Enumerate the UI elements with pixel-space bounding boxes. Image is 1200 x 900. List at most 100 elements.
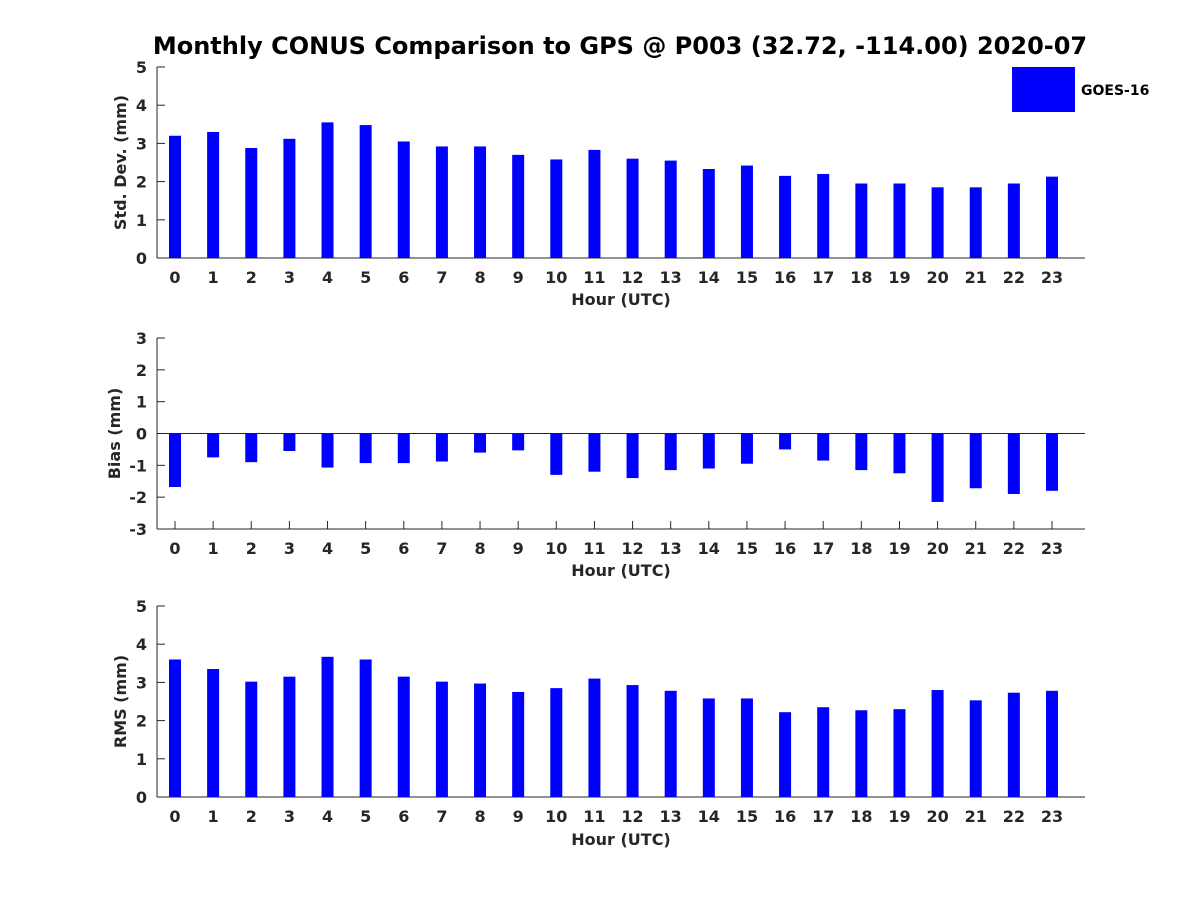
bar [1007, 433, 1020, 494]
x-tick-label: 12 [621, 539, 643, 558]
bar [1045, 433, 1058, 491]
y-tick-label: 0 [136, 249, 147, 268]
bar [550, 433, 563, 475]
x-tick-label: 2 [246, 268, 257, 287]
y-tick-label: 0 [136, 788, 147, 807]
bar [169, 135, 181, 258]
x-tick-label: 0 [169, 807, 180, 826]
bar [664, 690, 677, 797]
x-tick-label: 5 [360, 807, 371, 826]
bar [435, 146, 448, 258]
bar [817, 173, 830, 258]
bar [740, 165, 753, 258]
y-tick-label: -3 [129, 520, 147, 539]
x-tick-label: 5 [360, 539, 371, 558]
x-tick-label: 22 [1003, 539, 1025, 558]
x-tick-label: 15 [736, 539, 758, 558]
bar [359, 433, 372, 464]
x-tick-label: 8 [474, 807, 485, 826]
bar [359, 125, 372, 259]
x-tick-label: 4 [322, 539, 333, 558]
x-tick-label: 16 [774, 268, 796, 287]
x-axis-label: Hour (UTC) [571, 290, 671, 309]
bar [664, 433, 677, 471]
x-tick-label: 10 [545, 539, 567, 558]
bar [321, 433, 334, 468]
bar [1007, 692, 1020, 797]
x-axis-label: Hour (UTC) [571, 830, 671, 849]
bar [931, 433, 944, 502]
x-tick-label: 8 [474, 539, 485, 558]
bar [550, 159, 563, 258]
bar [588, 149, 601, 258]
y-axis-label: Std. Dev. (mm) [111, 95, 130, 230]
x-tick-label: 16 [774, 807, 796, 826]
x-tick-label: 17 [812, 268, 834, 287]
x-tick-label: 3 [284, 807, 295, 826]
x-tick-label: 1 [208, 807, 219, 826]
bar [245, 681, 258, 797]
bar [474, 683, 487, 797]
x-tick-label: 17 [812, 539, 834, 558]
x-tick-label: 11 [583, 539, 605, 558]
x-tick-label: 22 [1003, 807, 1025, 826]
bar [245, 433, 258, 463]
bar [588, 433, 601, 472]
x-tick-label: 18 [850, 807, 872, 826]
x-tick-label: 2 [246, 807, 257, 826]
x-tick-label: 8 [474, 268, 485, 287]
bar [702, 433, 715, 469]
bar [169, 433, 181, 487]
x-tick-label: 13 [660, 268, 682, 287]
x-tick-label: 7 [436, 807, 447, 826]
bar [512, 433, 525, 451]
bar [779, 175, 792, 258]
bar [969, 187, 982, 258]
x-tick-label: 7 [436, 539, 447, 558]
bar [588, 678, 601, 797]
bar [397, 676, 410, 797]
bar [283, 433, 296, 452]
x-tick-label: 20 [926, 268, 948, 287]
x-tick-label: 20 [926, 539, 948, 558]
x-tick-label: 13 [660, 539, 682, 558]
bar [1045, 176, 1058, 258]
bar [321, 122, 334, 258]
x-tick-label: 9 [513, 539, 524, 558]
y-tick-label: -1 [129, 456, 147, 475]
bar [626, 158, 639, 258]
x-tick-label: 1 [208, 539, 219, 558]
x-tick-label: 21 [965, 807, 987, 826]
x-tick-label: 12 [621, 268, 643, 287]
y-tick-label: 3 [136, 673, 147, 692]
x-tick-label: 13 [660, 807, 682, 826]
x-tick-label: 4 [322, 268, 333, 287]
bar [702, 168, 715, 258]
y-axis-label: RMS (mm) [111, 655, 130, 748]
y-axis-label: Bias (mm) [105, 388, 124, 480]
bar [512, 691, 525, 797]
bar [207, 669, 220, 797]
legend: GOES-16 [1012, 67, 1149, 112]
x-tick-label: 19 [888, 807, 910, 826]
chart-title: Monthly CONUS Comparison to GPS @ P003 (… [153, 32, 1087, 60]
bar [474, 146, 487, 258]
x-tick-label: 15 [736, 268, 758, 287]
bar [855, 710, 868, 797]
x-tick-label: 1 [208, 268, 219, 287]
bar [321, 656, 334, 797]
x-tick-label: 18 [850, 268, 872, 287]
x-tick-label: 7 [436, 268, 447, 287]
bar [397, 433, 410, 464]
x-tick-label: 9 [513, 268, 524, 287]
bar [664, 160, 677, 258]
bar [779, 712, 792, 797]
x-tick-label: 0 [169, 268, 180, 287]
x-tick-label: 14 [698, 807, 720, 826]
x-tick-label: 17 [812, 807, 834, 826]
y-tick-label: 1 [136, 211, 147, 230]
x-tick-label: 2 [246, 539, 257, 558]
y-tick-label: 2 [136, 173, 147, 192]
